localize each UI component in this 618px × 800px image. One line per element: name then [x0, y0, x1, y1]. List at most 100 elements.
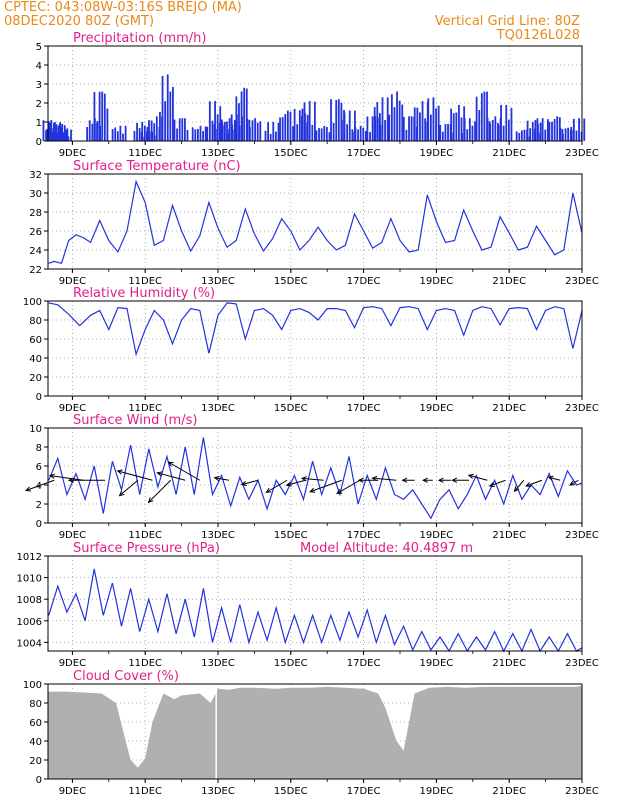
wind-arrowhead	[525, 482, 532, 487]
pressure-frame	[47, 555, 583, 652]
precip-bar	[362, 127, 365, 141]
precip-bar	[357, 129, 359, 141]
wind-vector	[241, 479, 259, 486]
humidity-ytick-label: 60	[29, 335, 42, 346]
precip-bar	[556, 116, 559, 141]
wind-arrowhead	[569, 480, 576, 486]
cloud-xtick-label: 9DEC	[59, 786, 86, 797]
precip-bar	[364, 130, 367, 141]
humidity-xtick-label: 21DEC	[492, 403, 526, 414]
precip-bar	[143, 136, 146, 141]
wind-arrowhead	[118, 490, 125, 497]
wind-vector	[214, 477, 229, 481]
pressure-xtick-label: 17DEC	[347, 658, 381, 669]
precip-bar	[564, 128, 567, 141]
precip-xtick-label: 9DEC	[59, 148, 86, 159]
precip-bar	[311, 124, 314, 141]
humidity-ytick-label: 80	[29, 316, 42, 327]
wind-arrowhead	[240, 480, 247, 487]
precip-bar	[523, 129, 526, 141]
precip-bar	[376, 102, 379, 141]
precip-bar	[325, 126, 328, 141]
precip-bar	[106, 108, 109, 141]
wind-arrowhead	[467, 473, 474, 479]
precip-ytick-label: 4	[36, 61, 42, 72]
precip-bar	[323, 125, 326, 141]
cloud-ytick-label: 20	[29, 756, 42, 767]
humidity-xtick-label: 19DEC	[420, 403, 454, 414]
cloud-xtick-label: 13DEC	[201, 786, 235, 797]
precip-bar	[474, 121, 476, 141]
precip-bar	[351, 131, 354, 141]
precip-panel: Precipitation (mm/h) 0 1 2 3 4 5 9DEC 11DEC 13DEC…	[36, 31, 599, 159]
precip-bar	[401, 104, 404, 141]
wind-arrowhead	[513, 486, 520, 493]
precip-bar	[533, 128, 536, 141]
humidity-xtick-label: 15DEC	[274, 403, 308, 414]
precip-bar	[452, 113, 455, 141]
precip-xtick-label: 21DEC	[492, 148, 526, 159]
precip-bar	[230, 114, 233, 141]
precip-bar	[567, 127, 570, 141]
precip-title: Precipitation (mm/h)	[73, 31, 206, 46]
wind-arrowhead	[167, 461, 174, 467]
precip-bar	[398, 100, 401, 141]
wind-arrowhead	[156, 471, 163, 477]
precip-bar	[461, 133, 463, 141]
precip-bar	[55, 128, 57, 141]
temperature-ytick-label: 32	[29, 170, 42, 181]
precip-bar	[458, 104, 460, 141]
precip-bar	[172, 86, 174, 141]
cloud-ytick-label: 80	[29, 699, 42, 710]
precip-bar	[346, 124, 349, 141]
precip-bar	[390, 94, 393, 141]
precip-bar	[57, 132, 59, 141]
cloud-panel: Cloud Cover (%) 0 20 40 60 80 100 9DEC 11DEC 13DE…	[23, 669, 599, 797]
precip-bar	[489, 123, 492, 141]
wind-arrowhead	[265, 487, 272, 493]
wind-ytick-label: 0	[36, 519, 42, 530]
precip-bar	[67, 136, 70, 141]
wind-vector	[372, 477, 397, 481]
precip-bar	[220, 119, 223, 141]
precip-bar	[427, 98, 430, 141]
cloud-xtick-label: 23DEC	[565, 786, 599, 797]
humidity-ytick-label: 0	[36, 392, 42, 403]
temperature-xtick-label: 21DEC	[492, 276, 526, 287]
temperature-line	[48, 179, 583, 265]
header-line1-right: Vertical Grid Line: 80Z	[434, 14, 580, 29]
precip-bar	[471, 125, 474, 141]
humidity-frame	[47, 300, 583, 397]
cloud-ytick-label: 100	[23, 680, 42, 691]
precip-bar	[502, 125, 505, 141]
precip-bar	[63, 125, 66, 141]
precip-bar	[408, 116, 410, 141]
wind-vector	[117, 470, 153, 481]
precip-bar	[194, 129, 197, 141]
precip-bar	[91, 123, 94, 141]
precip-bar	[419, 112, 421, 141]
precip-bar	[98, 91, 101, 141]
wind-arrowhead	[336, 489, 343, 495]
precip-bar	[59, 130, 62, 141]
precip-bar	[238, 103, 240, 141]
wind-vector	[514, 479, 525, 492]
precip-bar	[570, 126, 573, 141]
wind-vector	[148, 479, 172, 503]
precip-bar	[429, 114, 432, 141]
cloud-ytick-label: 40	[29, 737, 42, 748]
precip-bar	[86, 127, 89, 141]
precip-frame	[47, 45, 583, 142]
pressure-xtick-label: 13DEC	[201, 658, 235, 669]
precip-bar	[410, 116, 413, 141]
temperature-ytick-label: 22	[29, 265, 42, 276]
precip-bar	[337, 99, 340, 141]
pressure-xtick-label: 19DEC	[420, 658, 454, 669]
wind-xtick-label: 9DEC	[59, 530, 86, 541]
precip-bar	[150, 120, 153, 141]
precip-bar	[439, 124, 442, 141]
precip-bar	[541, 118, 544, 141]
precip-bar	[264, 130, 267, 141]
precip-bar	[341, 119, 343, 141]
precip-xtick-label: 19DEC	[420, 148, 454, 159]
